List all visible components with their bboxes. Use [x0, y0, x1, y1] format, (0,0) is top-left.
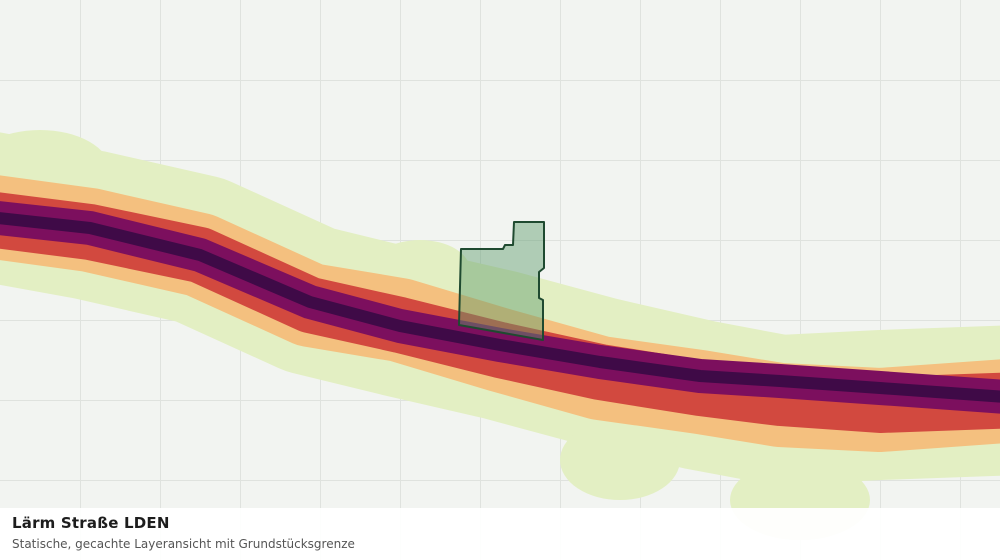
noise-bands [0, 130, 1000, 540]
noise-blob [560, 420, 680, 500]
noise-band-extreme [0, 212, 1000, 403]
layer-title: Lärm Straße LDEN [12, 514, 170, 532]
layer-subtitle: Statische, gecachte Layeransicht mit Gru… [12, 537, 355, 551]
parcel-boundary[interactable] [458, 221, 545, 341]
legend-footer: Lärm Straße LDEN Statische, gecachte Lay… [0, 508, 1000, 560]
